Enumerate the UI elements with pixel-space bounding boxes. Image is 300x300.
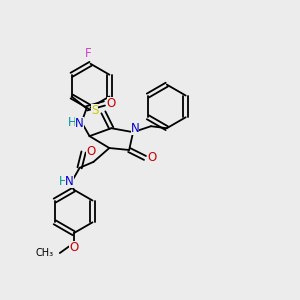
Text: O: O [107, 97, 116, 110]
Text: N: N [75, 117, 84, 130]
Text: H: H [68, 116, 77, 129]
Text: O: O [86, 146, 95, 158]
Text: O: O [69, 241, 78, 254]
Text: H: H [58, 175, 67, 188]
Text: O: O [147, 152, 157, 164]
Text: CH₃: CH₃ [36, 248, 54, 258]
Text: F: F [85, 47, 92, 60]
Text: N: N [65, 175, 74, 188]
Text: N: N [131, 122, 140, 135]
Text: S: S [91, 104, 98, 117]
